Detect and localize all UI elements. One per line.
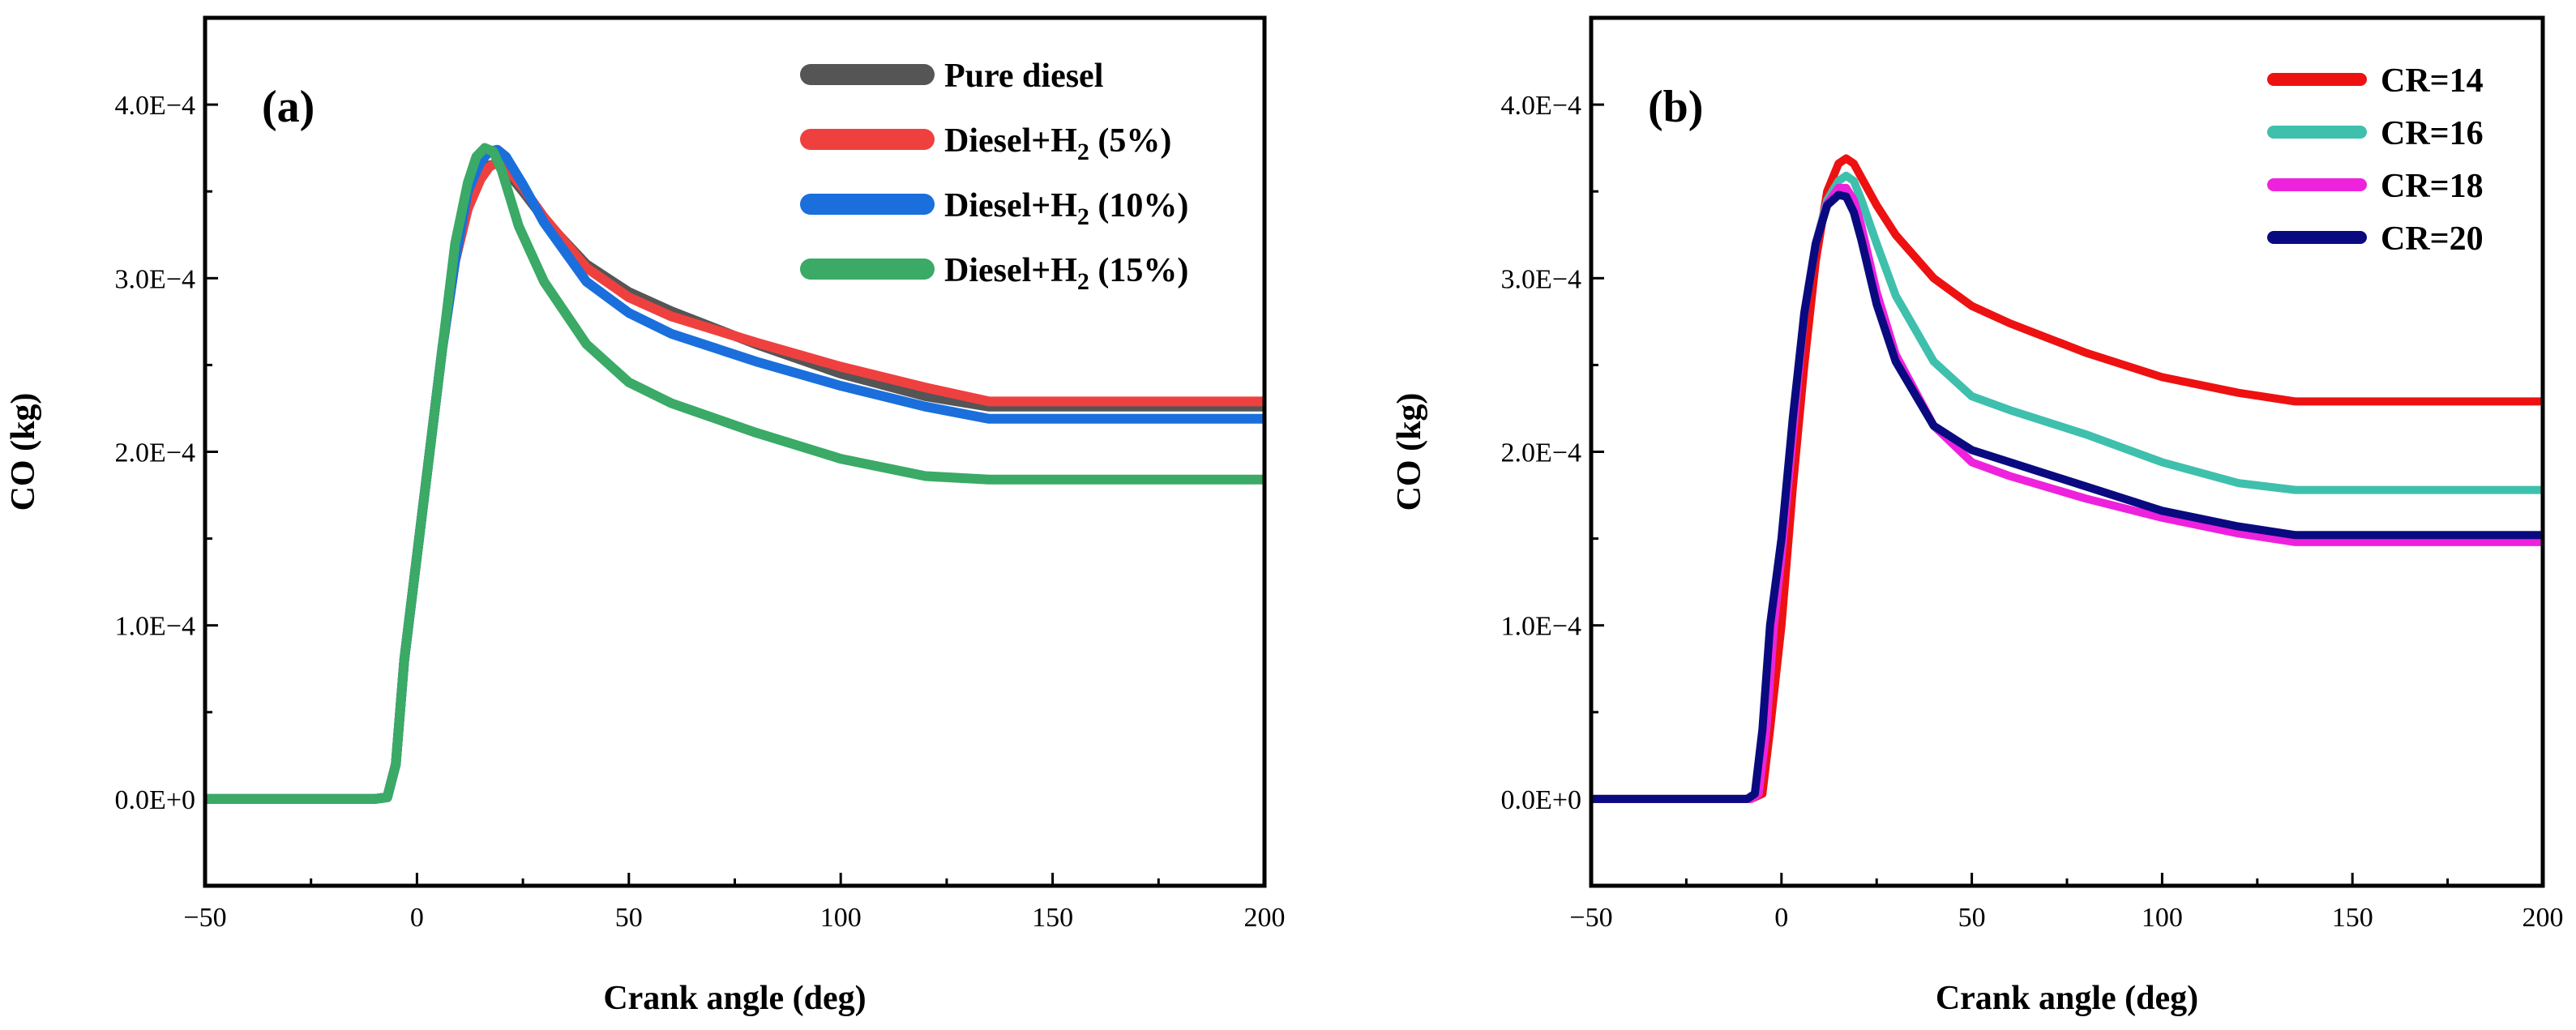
- y-tick-label: 1.0E−4: [1501, 612, 1581, 642]
- x-tick-label: 0: [410, 903, 424, 933]
- legend-label-main: Diesel+H: [944, 187, 1077, 224]
- y-axis-title: CO (kg): [5, 393, 42, 511]
- legend-label-main: Diesel+H: [944, 252, 1077, 289]
- legend-label-main: CR=14: [2381, 62, 2484, 100]
- legend-label-main: Pure diesel: [944, 58, 1103, 95]
- chart-panel-a: −50 0 50 100 150 200 0.0E+0 1.0E−4 2.0E−4 3.0E−4 4…: [5, 15, 1286, 1017]
- legend-label: CR=18: [2381, 168, 2484, 205]
- chart-panel-b: −50 0 50 100 150 200 0.0E+0 1.0E−4 2.0E−4 3.0E−4 4…: [1391, 15, 2564, 1017]
- legend-label-tail: (15%): [1089, 252, 1188, 289]
- legend-label: Pure diesel: [944, 58, 1103, 95]
- panel-label: (a): [262, 82, 315, 132]
- legend: CR=14 CR=16 CR=18 CR=20: [2267, 62, 2484, 258]
- series-line-cr-16: [1591, 171, 2543, 803]
- legend-label: Diesel+H2 (10%): [944, 187, 1188, 230]
- y-tick-label: 4.0E−4: [1501, 91, 1581, 121]
- legend-label-main: CR=18: [2381, 168, 2484, 205]
- y-tick-label: 3.0E−4: [1501, 264, 1581, 294]
- y-tick-label: 0.0E+0: [1501, 785, 1581, 815]
- series-line-cr-14: [1591, 154, 2543, 803]
- x-tick-label: 200: [2523, 903, 2564, 933]
- x-axis-title: Crank angle (deg): [603, 980, 866, 1017]
- x-tick-label: 200: [1244, 903, 1286, 933]
- legend-label: CR=20: [2381, 220, 2484, 258]
- legend-label: Diesel+H2 (5%): [944, 122, 1171, 165]
- y-tick-label: 3.0E−4: [115, 264, 195, 294]
- x-tick-label: 150: [1032, 903, 1073, 933]
- x-tick-label: 50: [1958, 903, 1986, 933]
- x-tick-label: −50: [183, 903, 226, 933]
- legend-label-subscript: 2: [1077, 203, 1089, 230]
- x-tick-label: 150: [2332, 903, 2373, 933]
- y-tick-label: 4.0E−4: [115, 91, 195, 121]
- legend-label: CR=14: [2381, 62, 2484, 100]
- y-axis-title: CO (kg): [1391, 393, 1428, 511]
- x-tick-label: −50: [1569, 903, 1612, 933]
- series-line-diesel-h2-15-: [205, 143, 1264, 804]
- y-tick-label: 2.0E−4: [115, 438, 195, 468]
- y-tick-label: 0.0E+0: [115, 785, 195, 815]
- y-tick-label: 1.0E−4: [115, 612, 195, 642]
- legend-label-subscript: 2: [1077, 268, 1089, 295]
- legend-label-main: CR=20: [2381, 220, 2484, 258]
- y-tick-label: 2.0E−4: [1501, 438, 1581, 468]
- plot-frame: [203, 15, 1267, 888]
- legend-label-main: CR=16: [2381, 115, 2484, 152]
- x-tick-label: 50: [615, 903, 643, 933]
- panel-label: (b): [1648, 82, 1703, 132]
- plot-frame: [1589, 15, 2545, 888]
- series-line-diesel-h2-10-: [205, 144, 1264, 804]
- x-tick-label: 100: [820, 903, 862, 933]
- legend-label-main: Diesel+H: [944, 122, 1077, 160]
- legend-label-subscript: 2: [1077, 139, 1089, 165]
- legend-label: CR=16: [2381, 115, 2484, 152]
- x-tick-label: 100: [2142, 903, 2183, 933]
- legend-label-tail: (5%): [1089, 122, 1171, 160]
- legend-label: Diesel+H2 (15%): [944, 252, 1188, 295]
- x-axis-title: Crank angle (deg): [1936, 980, 2198, 1017]
- x-tick-label: 0: [1774, 903, 1788, 933]
- series-line-cr-20: [1591, 190, 2543, 803]
- legend-label-tail: (10%): [1089, 187, 1188, 224]
